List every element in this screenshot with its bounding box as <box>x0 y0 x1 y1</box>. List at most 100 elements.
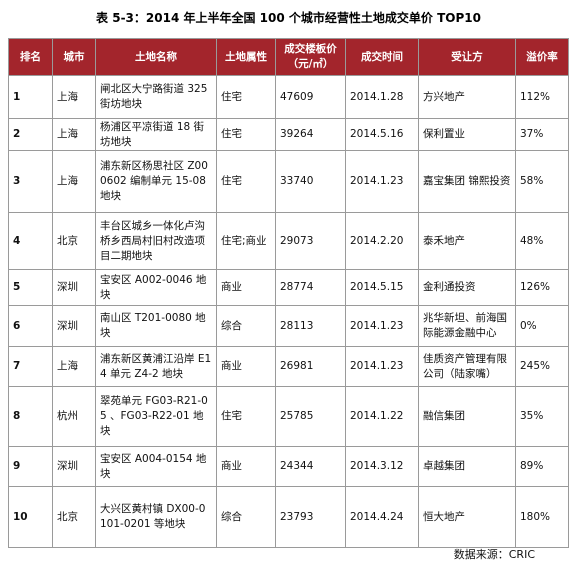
table-cell: 融信集团 <box>418 386 516 447</box>
table-cell: 48% <box>515 212 569 270</box>
table-cell: 3 <box>8 150 53 213</box>
table-cell: 2014.1.22 <box>345 386 419 447</box>
table-cell: 28774 <box>275 269 346 306</box>
table-cell: 2014.3.12 <box>345 446 419 487</box>
header-cell: 成交楼板价（元/㎡） <box>275 38 346 76</box>
table-cell: 闸北区大宁路街道 325 街坊地块 <box>95 75 217 119</box>
table-cell: 嘉宝集团 锦熙投资 <box>418 150 516 213</box>
header-cell: 土地名称 <box>95 38 217 76</box>
table-cell: 金利通投资 <box>418 269 516 306</box>
header-cell: 成交时间 <box>345 38 419 76</box>
table-row: 2 上海 杨浦区平凉街道 18 街坊地块 住宅 39264 2014.5.16 保利置业 37… <box>8 118 569 151</box>
table-cell: 上海 <box>52 118 96 151</box>
header-row: 排名 城市 土地名称 土地属性 成交楼板价（元/㎡） 成交时间 受让方 溢价率 <box>8 38 569 76</box>
table-row: 5 深圳 宝安区 A002-0046 地块 商业 28774 2014.5.15 金利通投资… <box>8 269 569 306</box>
table-cell: 112% <box>515 75 569 119</box>
header-cell: 城市 <box>52 38 96 76</box>
table-cell: 58% <box>515 150 569 213</box>
table-cell: 浦东新区杨思社区 Z000602 编制单元 15-08 地块 <box>95 150 217 213</box>
table-cell: 上海 <box>52 346 96 387</box>
table-cell: 245% <box>515 346 569 387</box>
table-cell: 商业 <box>216 446 276 487</box>
table-cell: 29073 <box>275 212 346 270</box>
header-cell: 排名 <box>8 38 53 76</box>
table-cell: 89% <box>515 446 569 487</box>
table-row: 10 北京 大兴区黄村镇 DX00-0101-0201 等地块 综合 23793 2014… <box>8 486 569 548</box>
table-cell: 宝安区 A004-0154 地块 <box>95 446 217 487</box>
table-cell: 综合 <box>216 305 276 347</box>
table-cell: 6 <box>8 305 53 347</box>
table-row: 4 北京 丰台区城乡一体化卢沟桥乡西局村旧村改造项目二期地块 住宅;商业 29073 20… <box>8 212 569 270</box>
table-cell: 宝安区 A002-0046 地块 <box>95 269 217 306</box>
table-cell: 2014.4.24 <box>345 486 419 548</box>
table-cell: 综合 <box>216 486 276 548</box>
table-cell: 浦东新区黄浦江沿岸 E14 单元 Z4-2 地块 <box>95 346 217 387</box>
table-cell: 深圳 <box>52 446 96 487</box>
table-cell: 26981 <box>275 346 346 387</box>
table-cell: 37% <box>515 118 569 151</box>
table-cell: 5 <box>8 269 53 306</box>
table-cell: 南山区 T201-0080 地块 <box>95 305 217 347</box>
table-row: 3 上海 浦东新区杨思社区 Z000602 编制单元 15-08 地块 住宅 33740… <box>8 150 569 213</box>
table-cell: 4 <box>8 212 53 270</box>
table-cell: 上海 <box>52 75 96 119</box>
header-cell: 土地属性 <box>216 38 276 76</box>
table-cell: 兆华新坦、前海国际能源金融中心 <box>418 305 516 347</box>
table-cell: 商业 <box>216 346 276 387</box>
table-cell: 住宅 <box>216 75 276 119</box>
table-cell: 商业 <box>216 269 276 306</box>
table-cell: 2014.1.23 <box>345 305 419 347</box>
table-cell: 35% <box>515 386 569 447</box>
table-cell: 住宅 <box>216 150 276 213</box>
table-cell: 住宅 <box>216 118 276 151</box>
table-cell: 住宅 <box>216 386 276 447</box>
table-cell: 47609 <box>275 75 346 119</box>
table-title: 表 5-3：2014 年上半年全国 100 个城市经营性土地成交单价 TOP10 <box>96 11 481 25</box>
table-row: 9 深圳 宝安区 A004-0154 地块 商业 24344 2014.3.12 卓越集团 8… <box>8 446 569 487</box>
table-cell: 丰台区城乡一体化卢沟桥乡西局村旧村改造项目二期地块 <box>95 212 217 270</box>
table-cell: 方兴地产 <box>418 75 516 119</box>
table-cell: 33740 <box>275 150 346 213</box>
table-cell: 8 <box>8 386 53 447</box>
table-cell: 2014.5.15 <box>345 269 419 306</box>
table-cell: 2014.5.16 <box>345 118 419 151</box>
table-cell: 北京 <box>52 486 96 548</box>
table-cell: 25785 <box>275 386 346 447</box>
table-cell: 2014.1.23 <box>345 150 419 213</box>
table-cell: 卓越集团 <box>418 446 516 487</box>
table-cell: 2014.1.28 <box>345 75 419 119</box>
table-cell: 杨浦区平凉街道 18 街坊地块 <box>95 118 217 151</box>
table-cell: 泰禾地产 <box>418 212 516 270</box>
table-cell: 深圳 <box>52 269 96 306</box>
table-cell: 0% <box>515 305 569 347</box>
table-row: 7 上海 浦东新区黄浦江沿岸 E14 单元 Z4-2 地块 商业 26981 2014.1… <box>8 346 569 387</box>
table-cell: 180% <box>515 486 569 548</box>
table-cell: 39264 <box>275 118 346 151</box>
table-cell: 1 <box>8 75 53 119</box>
table-cell: 深圳 <box>52 305 96 347</box>
table-cell: 23793 <box>275 486 346 548</box>
source-note: 数据来源：CRIC <box>453 548 535 561</box>
header-cell: 溢价率 <box>515 38 569 76</box>
table-cell: 上海 <box>52 150 96 213</box>
table-row: 6 深圳 南山区 T201-0080 地块 综合 28113 2014.1.23 兆华新坦、… <box>8 305 569 347</box>
table-cell: 126% <box>515 269 569 306</box>
table-row: 8 杭州 翠苑单元 FG03-R21-05 、FG03-R22-01 地块 住宅 257… <box>8 386 569 447</box>
table-cell: 2 <box>8 118 53 151</box>
table-cell: 24344 <box>275 446 346 487</box>
table: 排名 城市 土地名称 土地属性 成交楼板价（元/㎡） 成交时间 受让方 溢价率 1 上海 闸北区大… <box>8 38 569 548</box>
table-cell: 佳质资产管理有限公司（陆家嘴） <box>418 346 516 387</box>
table-cell: 10 <box>8 486 53 548</box>
table-body: 1 上海 闸北区大宁路街道 325 街坊地块 住宅 47609 2014.1.28 方兴地产… <box>8 75 569 548</box>
table-cell: 2014.2.20 <box>345 212 419 270</box>
table-cell: 杭州 <box>52 386 96 447</box>
table-cell: 保利置业 <box>418 118 516 151</box>
table-cell: 28113 <box>275 305 346 347</box>
table-cell: 翠苑单元 FG03-R21-05 、FG03-R22-01 地块 <box>95 386 217 447</box>
header-cell: 受让方 <box>418 38 516 76</box>
table-cell: 9 <box>8 446 53 487</box>
table-cell: 大兴区黄村镇 DX00-0101-0201 等地块 <box>95 486 217 548</box>
table-cell: 住宅;商业 <box>216 212 276 270</box>
table-cell: 恒大地产 <box>418 486 516 548</box>
